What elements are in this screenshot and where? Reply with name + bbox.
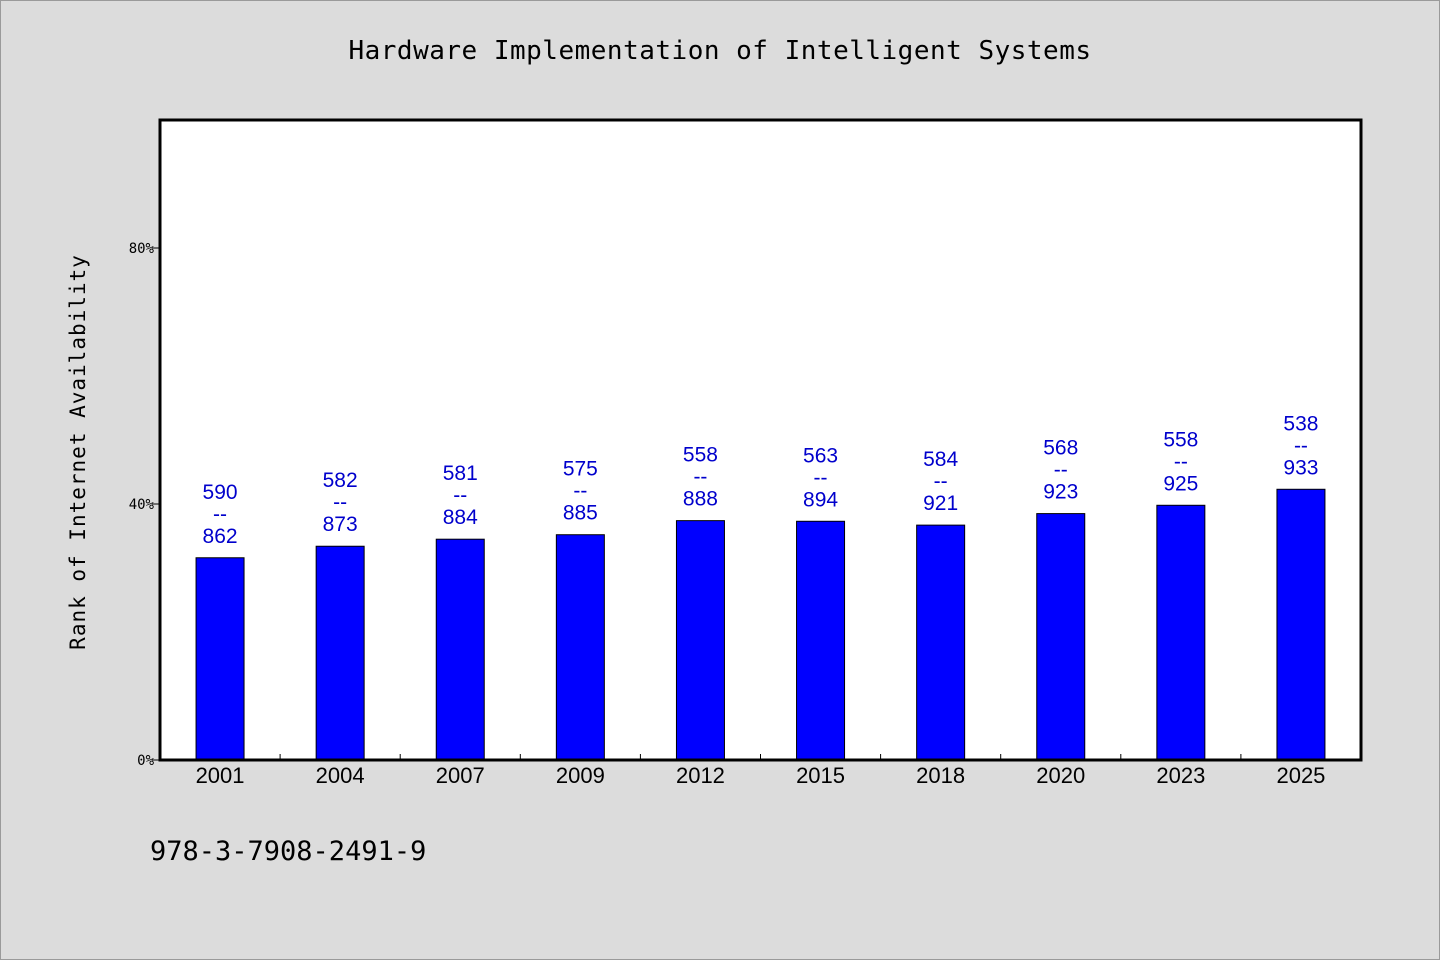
data-label-bottom: 873 (323, 513, 358, 536)
y-tick-label: 0% (137, 753, 154, 769)
data-label-bottom: 925 (1163, 472, 1198, 495)
bar (796, 520, 846, 761)
bar (555, 534, 605, 761)
x-tick-label: 2001 (196, 763, 245, 788)
chart-title: Hardware Implementation of Intelligent S… (348, 36, 1092, 66)
data-label-bottom: 921 (923, 492, 958, 515)
data-label-top: 590 (203, 481, 238, 504)
x-tick-label: 2004 (316, 763, 365, 788)
bar (195, 557, 245, 761)
data-label-bottom: 885 (563, 502, 598, 525)
bar (435, 538, 485, 761)
data-label-top: 584 (923, 448, 958, 471)
bar (1276, 488, 1326, 761)
y-tick-label: 40% (129, 497, 155, 513)
data-label-bottom: 923 (1043, 481, 1078, 504)
data-label-bottom: 862 (203, 525, 238, 548)
data-label-bottom: 894 (803, 488, 838, 511)
data-label-top: 568 (1043, 437, 1078, 460)
isbn-text: 978-3-7908-2491-9 (150, 836, 427, 867)
data-label-top: 563 (803, 444, 838, 467)
bar (315, 545, 365, 761)
data-label-top: 575 (563, 458, 598, 481)
plot-border (158, 118, 1363, 762)
x-tick-label: 2023 (1156, 763, 1205, 788)
data-label-separator: -- (934, 470, 948, 493)
data-label-top: 538 (1283, 412, 1318, 435)
x-tick-label: 2018 (916, 763, 965, 788)
data-labels: 862--590873--582884--581885--575888--558… (203, 412, 1319, 547)
data-label-bottom: 933 (1283, 456, 1318, 479)
x-tick-label: 2015 (796, 763, 845, 788)
data-label-separator: -- (814, 466, 828, 489)
bar (916, 524, 966, 761)
data-label-separator: -- (333, 491, 347, 514)
data-label-top: 582 (323, 469, 358, 492)
bar (1156, 504, 1206, 761)
data-label-separator: -- (573, 480, 587, 503)
data-label-separator: -- (1174, 450, 1188, 473)
x-tick-label: 2009 (556, 763, 605, 788)
bar (675, 520, 725, 761)
data-label-bottom: 884 (443, 506, 478, 529)
x-tick-label: 2025 (1276, 763, 1325, 788)
data-label-separator: -- (453, 484, 467, 507)
x-tick-label: 2020 (1036, 763, 1085, 788)
x-tick-label: 2007 (436, 763, 485, 788)
data-label-separator: -- (1054, 459, 1068, 482)
data-label-separator: -- (693, 466, 707, 489)
y-axis-ticks: 0% 40% 80% (129, 241, 160, 769)
data-label-bottom: 888 (683, 488, 718, 511)
data-label-top: 558 (1163, 428, 1198, 451)
x-axis-ticks: 2001 2004 2007 2009 2012 2015 2018 2020 2023 2025 (196, 754, 1325, 788)
data-label-top: 558 (683, 444, 718, 467)
bars (195, 488, 1326, 761)
data-label-separator: -- (1294, 434, 1308, 457)
y-tick-label: 80% (129, 241, 155, 257)
x-tick-label: 2012 (676, 763, 725, 788)
data-label-top: 581 (443, 462, 478, 485)
bar (1036, 513, 1086, 761)
data-label-separator: -- (213, 503, 227, 526)
